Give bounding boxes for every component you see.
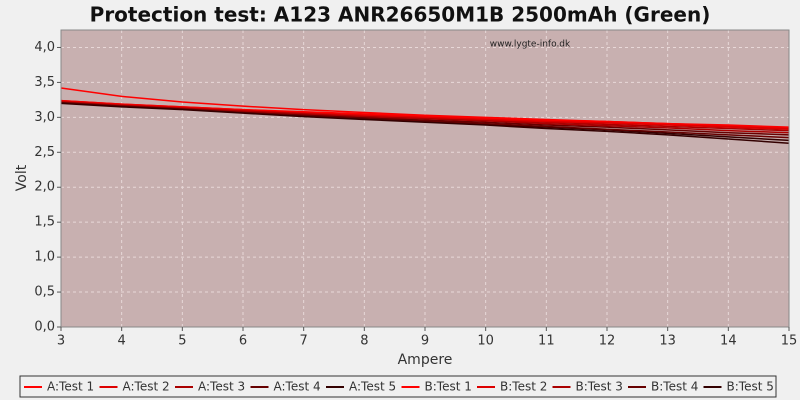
legend-label: B:Test 2 bbox=[500, 380, 547, 394]
y-tick-label: 0,5 bbox=[34, 285, 55, 300]
x-tick-label: 10 bbox=[477, 334, 494, 349]
legend-label: B:Test 4 bbox=[651, 380, 698, 394]
series-line bbox=[60, 102, 790, 144]
x-tick-label: 13 bbox=[659, 334, 676, 349]
x-tick-label: 12 bbox=[599, 334, 616, 349]
x-tick-label: 4 bbox=[118, 334, 126, 349]
chart-title: Protection test: A123 ANR26650M1B 2500mA… bbox=[90, 3, 711, 27]
x-tick-label: 15 bbox=[781, 334, 798, 349]
y-axis-label: Volt bbox=[14, 164, 30, 191]
y-tick-label: 2,5 bbox=[34, 145, 55, 160]
legend-label: B:Test 1 bbox=[425, 380, 472, 394]
x-tick-label: 6 bbox=[239, 334, 247, 349]
y-tick-label: 3,5 bbox=[34, 75, 55, 90]
x-tick-label: 14 bbox=[720, 334, 737, 349]
x-tick-label: 11 bbox=[538, 334, 555, 349]
x-tick-label: 5 bbox=[178, 334, 186, 349]
legend-label: A:Test 1 bbox=[47, 380, 94, 394]
y-tick-label: 4,0 bbox=[34, 40, 55, 55]
x-axis-label: Ampere bbox=[398, 352, 453, 368]
x-tick-label: 9 bbox=[421, 334, 429, 349]
legend-label: A:Test 5 bbox=[349, 380, 396, 394]
x-tick-label: 7 bbox=[300, 334, 308, 349]
y-tick-label: 1,0 bbox=[34, 250, 55, 265]
y-tick-label: 2,0 bbox=[34, 180, 55, 195]
legend-box bbox=[19, 375, 777, 398]
legend-label: A:Test 2 bbox=[123, 380, 170, 394]
legend-label: B:Test 5 bbox=[727, 380, 774, 394]
x-tick-label: 3 bbox=[57, 334, 65, 349]
legend-label: A:Test 4 bbox=[274, 380, 321, 394]
legend-label: B:Test 3 bbox=[576, 380, 623, 394]
x-tick-label: 8 bbox=[360, 334, 368, 349]
legend-label: A:Test 3 bbox=[198, 380, 245, 394]
watermark: www.lygte-info.dk bbox=[490, 40, 571, 50]
y-tick-label: 3,0 bbox=[34, 110, 55, 125]
y-tick-label: 0,0 bbox=[34, 320, 55, 335]
y-tick-label: 1,5 bbox=[34, 215, 55, 230]
